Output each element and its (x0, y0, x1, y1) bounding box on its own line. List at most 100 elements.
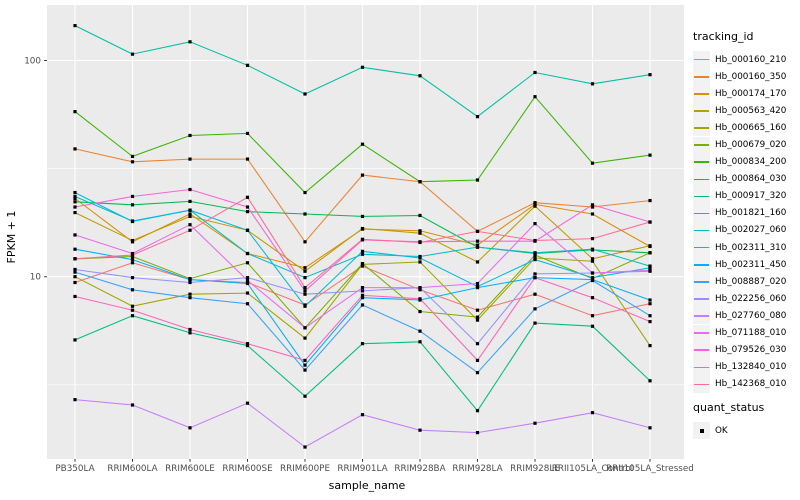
data-point-marker (360, 264, 365, 268)
data-point-marker (73, 294, 77, 299)
data-point-marker (360, 173, 365, 177)
data-point-marker (475, 315, 480, 319)
legend-key (693, 358, 710, 376)
data-point-marker (360, 65, 365, 69)
legend-key (693, 51, 710, 69)
legend-item: OK (693, 422, 799, 440)
data-point-marker (130, 304, 135, 308)
data-point-marker (418, 286, 422, 290)
data-point-marker (188, 296, 192, 300)
data-point-marker (590, 278, 595, 283)
data-point-marker (303, 445, 307, 449)
legend-title-tracking-id: tracking_id (693, 30, 754, 43)
data-point-marker (73, 147, 77, 151)
data-point-marker (648, 73, 652, 77)
legend-key (693, 204, 710, 222)
data-point-marker (590, 203, 595, 207)
legend-item: Hb_000160_210 (693, 51, 799, 69)
data-point-marker (533, 421, 537, 425)
data-point-marker (475, 115, 480, 119)
legend-key (693, 119, 710, 137)
data-point-marker (130, 276, 135, 280)
legend-swatch-line-icon (694, 366, 709, 369)
data-point-marker (360, 293, 365, 297)
quant-ok-square-icon (699, 428, 704, 433)
legend-swatch-line-icon (694, 281, 709, 283)
legend-swatch-line-icon (694, 349, 709, 352)
legend-key (693, 290, 710, 308)
data-point-marker (360, 342, 365, 346)
legend-item: Hb_002027_060 (693, 221, 799, 239)
legend-swatch-line-icon (694, 127, 709, 129)
y-tick-label: 10 (30, 273, 42, 283)
data-point-marker (188, 133, 192, 138)
legend-key (693, 68, 710, 86)
legend-title-quant-status: quant_status (693, 401, 765, 414)
legend-item-label: Hb_000864_030 (715, 174, 787, 185)
data-point-marker (130, 219, 135, 224)
data-point-marker (648, 264, 652, 268)
legend-item-label: Hb_002311_450 (715, 259, 787, 270)
data-point-marker (475, 308, 480, 312)
data-point-marker (73, 270, 77, 274)
data-point-marker (590, 259, 595, 263)
legend-item: Hb_001821_160 (693, 204, 799, 222)
data-point-marker (648, 426, 652, 430)
data-point-marker (533, 201, 537, 205)
x-tick-label: RRIM600LA (107, 464, 157, 474)
data-point-marker (303, 326, 307, 330)
legend-key (693, 324, 710, 342)
data-point-marker (533, 257, 537, 262)
data-point-marker (360, 214, 365, 219)
data-point-marker (533, 204, 537, 208)
data-point-marker (475, 281, 480, 286)
data-point-marker (360, 261, 365, 266)
data-point-marker (130, 261, 135, 265)
legend-item-label: Hb_027760_080 (715, 310, 787, 321)
legend-item-label: Hb_001821_160 (715, 208, 787, 219)
data-point-marker (475, 342, 480, 346)
data-point-marker (360, 303, 365, 307)
legend-key (693, 102, 710, 120)
data-point-marker (188, 327, 192, 332)
data-point-marker (73, 205, 77, 209)
legend-item: Hb_071188_010 (693, 324, 799, 342)
legend-swatch-line-icon (694, 383, 709, 386)
data-point-marker (648, 244, 652, 248)
data-point-marker (245, 344, 250, 348)
legend-item-label: Hb_000174_170 (715, 88, 787, 99)
data-point-marker (245, 63, 250, 67)
data-point-marker (648, 153, 652, 157)
data-point-marker (303, 276, 307, 280)
data-point-marker (245, 157, 250, 161)
data-point-marker (303, 336, 307, 340)
legend-key (693, 239, 710, 257)
legend-swatch-line-icon (694, 315, 709, 317)
data-point-marker (418, 297, 422, 301)
data-point-marker (648, 319, 652, 324)
legend-item-label: Hb_132840_010 (715, 362, 787, 373)
data-point-marker (475, 318, 480, 322)
data-point-marker (73, 338, 77, 342)
legend-item: Hb_008887_020 (693, 273, 799, 291)
data-point-marker (245, 401, 250, 405)
legend-item-list: Hb_000160_210 Hb_000160_350 Hb_000174_170 H… (693, 51, 799, 393)
data-point-marker (73, 257, 77, 261)
data-point-marker (475, 243, 480, 247)
data-point-marker (73, 398, 77, 402)
data-point-marker (590, 205, 595, 209)
x-tick-label: PB350LA (55, 464, 94, 474)
data-point-marker (590, 237, 595, 241)
x-tick-label: RRII105LA_Control (552, 464, 634, 474)
data-point-marker (418, 260, 422, 264)
data-point-marker (648, 298, 652, 302)
legend-item-label: Hb_000679_020 (715, 140, 787, 151)
legend-swatch-line-icon (694, 110, 709, 112)
data-point-marker (418, 213, 422, 218)
data-point-marker (648, 268, 652, 272)
data-point-marker (648, 344, 652, 348)
data-point-marker (648, 198, 652, 203)
data-point-marker (303, 368, 307, 372)
data-point-marker (188, 40, 192, 44)
data-point-marker (188, 228, 192, 232)
